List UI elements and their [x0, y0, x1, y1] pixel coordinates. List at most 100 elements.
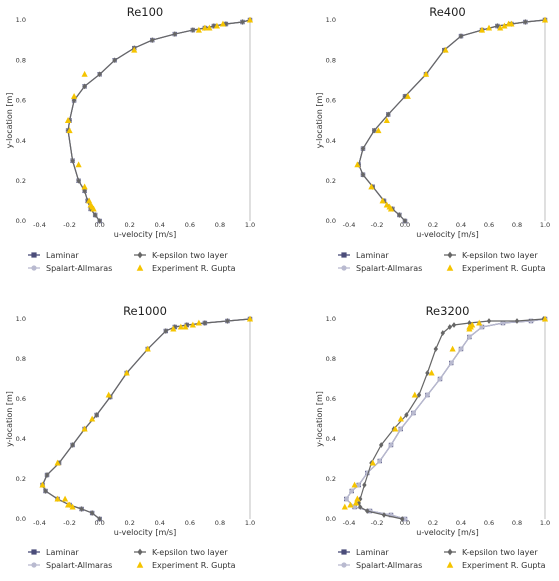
data-point-experiment [375, 127, 382, 134]
x-tick-label: 0.6 [484, 221, 494, 229]
legend: Laminar Spalart-Allmaras K-epsilon two lay… [28, 251, 236, 273]
data-point-experiment [422, 70, 430, 77]
data-point-experiment [442, 46, 449, 53]
data-point-experiment [368, 183, 375, 190]
data-point-experiment [189, 321, 196, 328]
legend-marker-spalart [31, 265, 37, 271]
data-point-experiment [66, 127, 73, 134]
x-axis-label: u-velocity [m/s] [416, 230, 478, 239]
legend-marker-kepsilon [137, 251, 143, 259]
legend-label-spalart: Spalart-Allmaras [356, 264, 422, 273]
data-point-kepsilon [97, 71, 102, 78]
x-tick-label: 0.4 [456, 221, 466, 229]
legend-label-experiment: Experiment R. Gupta [152, 561, 236, 570]
data-point-experiment [81, 70, 88, 77]
data-point-experiment [386, 203, 393, 210]
data-point-experiment [131, 46, 138, 53]
data-point-spalart [402, 516, 408, 522]
data-point-kepsilon [495, 23, 500, 29]
x-tick-label: 1.0 [540, 519, 550, 527]
series-laminar [65, 17, 253, 224]
chart-title: Re1000 [123, 304, 167, 318]
y-axis-label: y-location [m] [5, 391, 14, 447]
legend-marker-kepsilon [137, 548, 143, 556]
y-tick-label: 0.6 [326, 395, 336, 403]
data-point-experiment [69, 503, 76, 510]
y-tick-label: 0.2 [326, 475, 336, 483]
series-spalart [65, 17, 253, 224]
data-point-kepsilon [190, 27, 196, 33]
series-kepsilon [65, 17, 253, 224]
data-point-kepsilon [112, 57, 117, 64]
data-point-kepsilon [358, 504, 363, 510]
chart-title: Re400 [429, 5, 466, 19]
data-point-experiment [469, 321, 476, 328]
data-point-kepsilon [458, 33, 464, 39]
data-point-experiment [195, 26, 202, 33]
data-point-kepsilon [92, 212, 98, 218]
data-point-experiment [177, 323, 184, 330]
data-point-spalart [377, 458, 382, 464]
series-spalart [344, 316, 548, 522]
data-point-kepsilon [425, 370, 430, 376]
y-tick-label: 1.0 [16, 315, 26, 323]
series-line-spalart [67, 19, 251, 222]
legend-label-experiment: Experiment R. Gupta [152, 264, 236, 273]
data-point-experiment [201, 24, 208, 31]
y-tick-label: 1.0 [16, 16, 26, 24]
data-point-spalart [500, 320, 506, 326]
data-point-experiment [61, 495, 69, 502]
y-tick-label: 0.4 [16, 435, 26, 443]
x-axis-label: u-velocity [m/s] [114, 528, 176, 537]
data-point-experiment [351, 481, 358, 488]
data-point-spalart [352, 504, 357, 510]
data-point-experiment [404, 93, 411, 99]
x-tick-label: 0.4 [155, 519, 165, 527]
data-point-experiment [246, 16, 254, 23]
data-point-spalart [349, 488, 354, 494]
data-point-kepsilon [402, 218, 408, 224]
x-tick-label: 0.6 [185, 519, 195, 527]
x-tick-label: -0.2 [63, 221, 76, 229]
series-kepsilon [356, 316, 546, 522]
data-point-kepsilon [379, 442, 384, 448]
data-point-experiment [213, 22, 221, 29]
data-point-experiment [352, 499, 360, 506]
data-point-spalart [356, 482, 361, 488]
chart-title: Re3200 [426, 304, 470, 318]
x-tick-label: 0.0 [94, 519, 104, 527]
data-point-experiment [369, 459, 376, 466]
data-point-experiment [65, 501, 72, 508]
series-spalart [40, 316, 253, 522]
x-tick-label: -0.4 [33, 519, 46, 527]
x-tick-label: -0.2 [63, 519, 76, 527]
data-point-kepsilon [94, 412, 99, 418]
data-point-experiment [497, 24, 504, 31]
y-tick-label: 0.4 [326, 137, 336, 145]
y-tick-label: 0.6 [16, 97, 26, 105]
legend-marker-experiment [136, 264, 144, 271]
legend-marker-experiment [446, 561, 454, 568]
data-point-experiment [39, 481, 46, 488]
legend-marker-laminar [341, 549, 347, 555]
data-point-kepsilon [202, 320, 208, 326]
data-point-kepsilon [360, 171, 366, 178]
data-point-experiment [379, 197, 386, 204]
data-point-kepsilon [76, 177, 81, 184]
legend-label-spalart: Spalart-Allmaras [356, 561, 422, 570]
data-point-kepsilon [404, 412, 409, 418]
x-tick-label: -0.2 [371, 221, 384, 229]
data-point-experiment [81, 425, 88, 432]
y-tick-label: 0.2 [326, 177, 336, 185]
data-point-kepsilon [70, 157, 75, 164]
data-point-experiment [354, 161, 361, 168]
chart-panel-re1000: Re1000 -0.4 -0.2 0.0 0.2 0.4 0.6 0.8 1.0 0.0 0.2 0.… [5, 304, 255, 570]
series-experiment [354, 16, 549, 212]
data-point-experiment [75, 161, 82, 168]
data-point-kepsilon [223, 21, 229, 27]
x-tick-label: 0.6 [484, 519, 494, 527]
data-point-experiment [81, 183, 88, 190]
chart-panel-re100: Re100 -0.4 -0.2 0.0 0.2 0.4 0.6 0.8 1.0 0.0 0.2 0.4… [5, 5, 255, 273]
data-point-kepsilon [440, 330, 445, 336]
